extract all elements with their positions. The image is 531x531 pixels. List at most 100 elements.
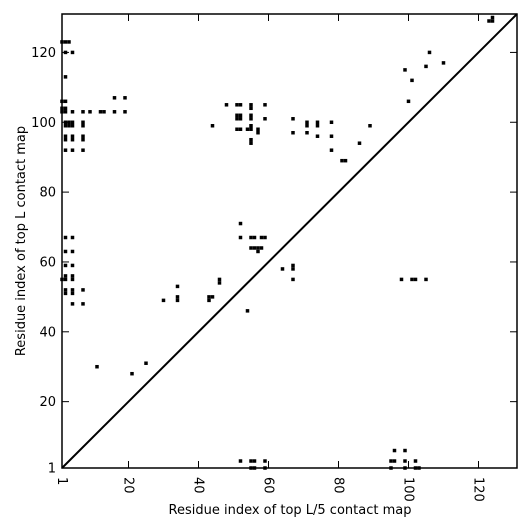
- contact-point: [70, 110, 75, 114]
- contact-point: [63, 291, 68, 296]
- contact-point: [256, 246, 260, 250]
- contact-point: [259, 235, 264, 240]
- contact-point: [175, 295, 180, 299]
- contact-point: [63, 235, 68, 240]
- y-tick-label: 120: [31, 46, 56, 61]
- contact-point: [315, 120, 320, 125]
- contact-point: [315, 124, 320, 128]
- contact-point: [249, 459, 253, 463]
- diagonal-line: [61, 13, 518, 469]
- contact-point: [63, 99, 68, 104]
- y-tick-label: 20: [39, 395, 56, 410]
- contact-point: [305, 130, 309, 135]
- contact-point: [490, 15, 495, 20]
- contact-point: [235, 117, 239, 121]
- contact-point: [249, 106, 253, 111]
- contact-point: [238, 117, 243, 121]
- contact-point: [249, 113, 253, 118]
- contact-point: [81, 137, 85, 142]
- contact-point: [259, 246, 264, 250]
- contact-point: [256, 130, 260, 135]
- contact-point: [67, 40, 71, 44]
- contact-point: [63, 277, 68, 282]
- contact-point: [70, 120, 75, 125]
- contact-point: [70, 235, 75, 240]
- contact-point: [413, 277, 418, 282]
- contact-point: [305, 124, 309, 128]
- contact-point: [70, 134, 75, 138]
- contact-point: [67, 124, 71, 128]
- contact-point: [343, 158, 348, 163]
- x-tick-label: 80: [331, 477, 346, 494]
- contact-point: [217, 277, 222, 282]
- contact-point: [368, 124, 372, 128]
- contact-point: [389, 459, 393, 463]
- x-tick-label: 100: [401, 477, 416, 502]
- contact-point: [210, 295, 215, 299]
- contact-point: [245, 127, 250, 131]
- contact-point: [210, 124, 215, 128]
- contact-point: [256, 127, 260, 131]
- contact-point: [249, 137, 253, 142]
- contact-point: [130, 371, 134, 376]
- contact-point: [63, 263, 68, 268]
- contact-point: [238, 103, 243, 107]
- contact-point: [329, 120, 334, 125]
- contact-point: [81, 134, 85, 138]
- contact-point: [427, 50, 432, 55]
- x-tick-label: 40: [191, 477, 206, 494]
- contact-point: [95, 364, 99, 369]
- contact-point: [123, 110, 127, 114]
- contact-point: [81, 124, 85, 128]
- contact-point: [98, 110, 103, 114]
- contact-point: [63, 249, 68, 254]
- contact-point: [112, 110, 117, 114]
- contact-point: [63, 75, 68, 79]
- contact-point: [291, 117, 295, 121]
- contact-point: [63, 106, 68, 111]
- plot-frame: [61, 13, 518, 469]
- contact-point: [410, 78, 414, 83]
- contact-point: [291, 277, 295, 282]
- contact-point: [70, 124, 75, 128]
- contact-point: [70, 291, 75, 296]
- contact-point: [235, 113, 239, 118]
- contact-point: [252, 235, 257, 240]
- contact-point: [70, 302, 75, 306]
- contact-point: [207, 295, 211, 299]
- contact-point: [291, 130, 295, 135]
- contact-point: [263, 235, 267, 240]
- contact-point: [291, 263, 295, 268]
- contact-point: [392, 448, 397, 453]
- contact-point: [249, 246, 253, 250]
- y-tick-label: 80: [39, 186, 56, 201]
- contact-point: [249, 127, 253, 131]
- contact-point: [490, 19, 495, 23]
- contact-point: [238, 127, 243, 131]
- contact-point: [406, 99, 411, 104]
- contact-point: [63, 137, 68, 142]
- contact-point: [235, 103, 239, 107]
- contact-point: [144, 361, 148, 365]
- y-tick-label: 1: [48, 462, 56, 477]
- contact-point: [70, 274, 75, 278]
- x-axis-ticks: 1 20 40 60 80 100 120: [54, 14, 486, 502]
- y-tick-label: 100: [31, 116, 56, 131]
- contact-point: [249, 117, 253, 121]
- contact-point: [392, 459, 397, 463]
- contact-point: [63, 288, 68, 292]
- contact-point: [238, 459, 243, 463]
- contact-point: [315, 134, 320, 138]
- contact-point: [81, 148, 85, 152]
- contact-point: [410, 277, 414, 282]
- contact-point: [238, 113, 243, 118]
- data-points-layer: [60, 15, 495, 470]
- contact-point: [249, 141, 253, 145]
- contact-point: [249, 103, 253, 107]
- contact-point: [252, 246, 257, 250]
- contact-point: [441, 61, 446, 65]
- contact-point: [252, 459, 257, 463]
- contact-point: [399, 277, 404, 282]
- contact-point: [123, 96, 127, 100]
